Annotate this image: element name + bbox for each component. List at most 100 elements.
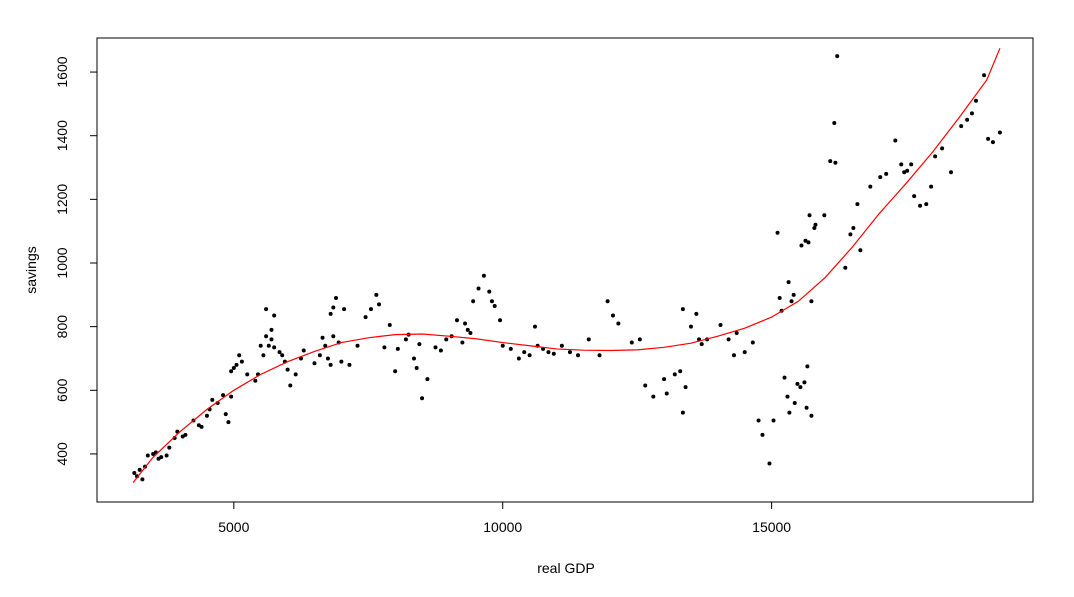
point <box>884 171 889 176</box>
point <box>982 73 987 78</box>
point <box>929 184 934 189</box>
point <box>990 140 995 145</box>
y-tick-label: 400 <box>54 442 70 466</box>
point <box>377 302 382 307</box>
point <box>253 378 258 383</box>
point <box>455 318 460 323</box>
point <box>393 369 398 374</box>
point <box>280 353 285 358</box>
point <box>803 238 808 243</box>
point <box>855 202 860 207</box>
point <box>301 348 306 353</box>
point <box>481 273 486 278</box>
fit-line <box>132 47 1001 483</box>
point <box>420 396 425 401</box>
point <box>777 296 782 301</box>
point <box>809 299 814 304</box>
point <box>272 345 277 350</box>
point <box>395 346 400 351</box>
point <box>264 334 269 339</box>
point <box>802 380 807 385</box>
point <box>965 117 970 122</box>
point <box>959 124 964 129</box>
point <box>848 232 853 237</box>
point <box>586 337 591 342</box>
point <box>266 343 271 348</box>
point <box>997 130 1002 135</box>
point <box>272 313 277 318</box>
point <box>339 359 344 364</box>
point <box>476 286 481 291</box>
point <box>775 230 780 235</box>
point <box>792 401 797 406</box>
point <box>789 299 794 304</box>
point <box>231 366 236 371</box>
point <box>264 307 269 312</box>
point <box>468 331 473 336</box>
point <box>760 432 765 437</box>
point <box>463 321 468 326</box>
point <box>805 364 810 369</box>
point <box>806 240 811 245</box>
point <box>868 184 873 189</box>
point <box>798 385 803 390</box>
point <box>285 367 290 372</box>
x-axis-title: real GDP <box>537 560 595 576</box>
point <box>785 394 790 399</box>
point <box>508 346 513 351</box>
point <box>229 369 234 374</box>
y-tick-label: 1400 <box>54 120 70 151</box>
point <box>699 342 704 347</box>
point <box>239 359 244 364</box>
y-tick-label: 800 <box>54 315 70 339</box>
point <box>164 453 169 458</box>
point <box>347 362 352 367</box>
point <box>489 299 494 304</box>
point <box>782 375 787 380</box>
point <box>500 343 505 348</box>
point <box>567 350 572 355</box>
point <box>487 289 492 294</box>
point <box>835 54 840 59</box>
point <box>629 340 634 345</box>
point <box>403 337 408 342</box>
point <box>288 383 293 388</box>
point <box>742 350 747 355</box>
point <box>411 356 416 361</box>
point <box>680 307 685 312</box>
y-tick-label: 1600 <box>54 56 70 87</box>
point <box>940 146 945 151</box>
point <box>672 372 677 377</box>
point <box>492 303 497 308</box>
point <box>331 305 336 310</box>
point <box>269 327 274 332</box>
point <box>678 369 683 374</box>
y-tick-label: 1200 <box>54 184 70 215</box>
point <box>277 350 282 355</box>
point <box>245 372 250 377</box>
point <box>924 202 929 207</box>
x-tick-label: 5000 <box>218 519 249 535</box>
point <box>325 356 330 361</box>
point <box>368 307 373 312</box>
point <box>804 405 809 410</box>
plot-frame <box>96 37 1034 503</box>
point <box>234 362 239 367</box>
point <box>444 337 449 342</box>
point <box>651 394 656 399</box>
x-tick-label: 10000 <box>483 519 522 535</box>
point <box>471 299 476 304</box>
point <box>229 394 234 399</box>
point <box>460 340 465 345</box>
point <box>809 413 814 418</box>
point <box>828 159 833 164</box>
point <box>688 324 693 329</box>
point <box>527 353 532 358</box>
point <box>643 383 648 388</box>
point <box>986 136 991 141</box>
point <box>323 343 328 348</box>
point <box>132 471 137 476</box>
point <box>159 455 164 460</box>
point <box>221 393 226 398</box>
